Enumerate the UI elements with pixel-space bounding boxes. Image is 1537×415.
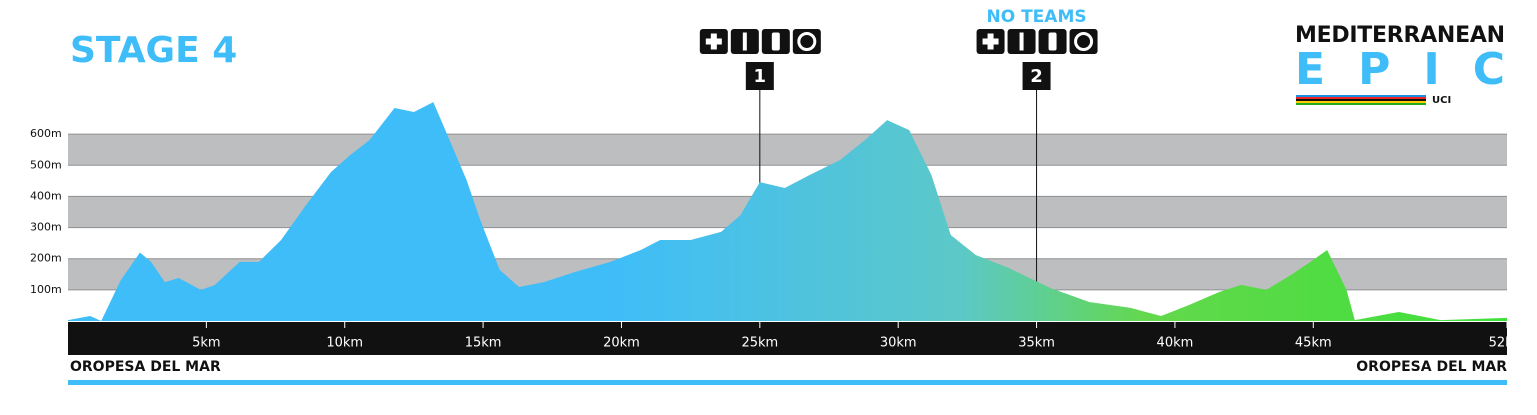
logo-title: MEDITERRANEAN xyxy=(1295,23,1505,48)
icon-cross xyxy=(699,29,728,54)
icon-wheel xyxy=(1069,29,1098,54)
icon-shape xyxy=(1048,32,1057,51)
feed-zone-label: 1 xyxy=(754,66,767,87)
baseline-bar xyxy=(68,380,1507,385)
stripe xyxy=(1296,99,1426,101)
feed-zone-label: 2 xyxy=(1030,66,1043,87)
x-tick-label: 35km xyxy=(1018,336,1055,351)
x-tick-label: 30km xyxy=(880,336,917,351)
stripe xyxy=(1296,101,1426,103)
icon-cross xyxy=(976,29,1005,54)
x-tick-label: 40km xyxy=(1157,336,1194,351)
start-label: OROPESA DEL MAR xyxy=(70,359,221,375)
grid-band xyxy=(68,134,1507,166)
icon-tool xyxy=(1007,29,1036,54)
x-tick-label: 5km xyxy=(192,336,220,351)
icon-shape xyxy=(742,32,747,51)
stripe xyxy=(1296,103,1426,105)
x-tick-label: 25km xyxy=(741,336,778,351)
y-tick-label: 400m xyxy=(30,189,62,202)
icon-shape xyxy=(987,33,994,50)
icon-tool xyxy=(730,29,759,54)
y-tick-label: 300m xyxy=(30,221,62,234)
finish-label: OROPESA DEL MAR xyxy=(1356,359,1507,375)
elevation-profile xyxy=(68,102,1507,322)
icon-shape xyxy=(1019,32,1024,51)
icon-bottle xyxy=(761,29,790,54)
icon-shape xyxy=(710,33,717,50)
icon-shape xyxy=(797,32,817,51)
logo: MEDITERRANEAN EPIC UCI xyxy=(1295,23,1505,106)
axis-band xyxy=(68,322,1507,355)
icon-shape xyxy=(771,32,780,51)
y-tick-label: 600m xyxy=(30,127,62,140)
stripe xyxy=(1296,97,1426,99)
y-tick-label: 100m xyxy=(30,283,62,296)
icon-bottle xyxy=(1038,29,1067,54)
x-tick-label: 45km xyxy=(1295,336,1332,351)
stage-title: STAGE 4 xyxy=(70,30,237,71)
stripe xyxy=(1296,95,1426,97)
logo-wordmark: EPIC xyxy=(1295,44,1505,95)
logo-badge: UCI xyxy=(1432,95,1451,106)
feed-zone-note: NO TEAMS xyxy=(986,7,1086,27)
y-tick-label: 200m xyxy=(30,252,62,265)
x-tick-label: 20km xyxy=(603,336,640,351)
feed-zone-box xyxy=(745,62,774,90)
x-tick-label: 52km xyxy=(1489,336,1526,351)
feed-zone-box xyxy=(1022,62,1051,90)
y-tick-label: 500m xyxy=(30,158,62,171)
icon-shape xyxy=(1074,32,1094,51)
x-tick-label: 10km xyxy=(326,336,363,351)
x-tick-label: 15km xyxy=(465,336,502,351)
icon-wheel xyxy=(792,29,821,54)
